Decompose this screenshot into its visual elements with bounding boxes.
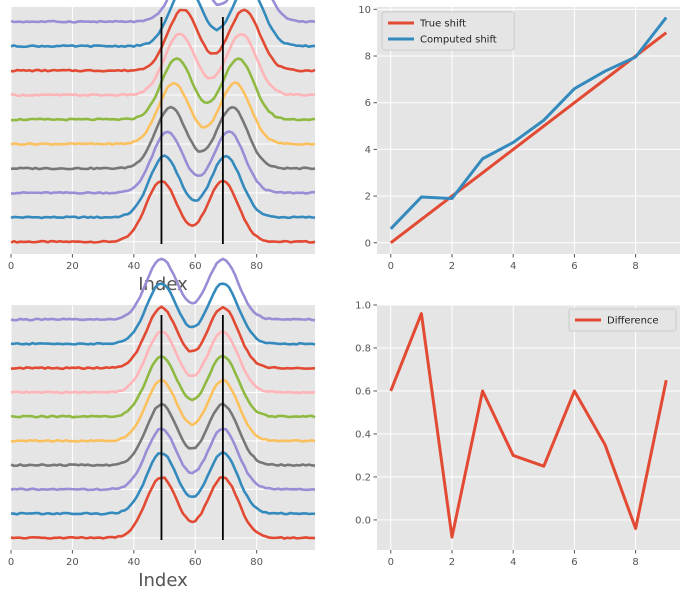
trace-line-0: [10, 475, 316, 540]
trace-line-9: [10, 257, 316, 322]
chart-bottom-right: 0 2 4 6 8 0.0 0.2 0.4 0.6 0.8 1.0 Difference: [355, 301, 680, 568]
y-tick-label: 0: [365, 238, 371, 249]
y-tick-label: 0.2: [355, 472, 371, 483]
trace-line-5: [10, 57, 316, 122]
x-tick-label: 20: [66, 261, 79, 272]
x-tick-label: 0: [8, 261, 14, 272]
series-line-computed-shift: [389, 16, 668, 230]
chart-bottom-left: 0 20 40 60 80 Index: [8, 257, 316, 591]
plot-area: [377, 305, 680, 550]
trace-line-8: [10, 0, 316, 49]
y-tick-label: 4: [365, 145, 371, 156]
legend-box: [568, 308, 677, 332]
x-tick-label: 2: [449, 261, 455, 272]
trace-line-3: [10, 402, 316, 468]
trace-line-4: [10, 81, 316, 146]
y-tick-label: 10: [358, 5, 371, 16]
x-tick-label: 8: [632, 557, 638, 568]
x-tick-label: 60: [189, 261, 202, 272]
trace-line-0: [10, 179, 316, 244]
legend-box: [381, 11, 515, 51]
y-tick-label: 0.4: [355, 429, 371, 440]
trace-line-9: [10, 0, 316, 24]
x-tick-label: 40: [127, 557, 140, 568]
y-tick-label: 2: [365, 192, 371, 203]
trace-line-7: [10, 8, 316, 73]
series-line-true-shift: [389, 31, 668, 244]
trace-line-1: [10, 450, 316, 516]
x-tick-label: 6: [571, 261, 577, 272]
chart-top-right: 0 2 4 6 8 0 2 4 6 8 10 True shift Computed shift: [358, 5, 680, 272]
x-tick-label: 60: [189, 557, 202, 568]
x-tick-label: 0: [388, 261, 394, 272]
legend-label: True shift: [419, 19, 466, 30]
x-tick-label: 4: [510, 261, 516, 272]
x-tick-label: 4: [510, 557, 516, 568]
plot-area: [11, 305, 315, 550]
y-tick-label: 8: [365, 52, 371, 63]
x-tick-label: 80: [250, 261, 263, 272]
legend: True shift Computed shift: [381, 11, 515, 51]
trace-line-2: [10, 427, 316, 492]
legend: Difference: [568, 308, 677, 332]
y-tick-label: 6: [365, 98, 371, 109]
legend-label: Computed shift: [420, 35, 497, 46]
x-tick-label: 40: [127, 261, 140, 272]
legend-label: Difference: [607, 316, 659, 327]
trace-line-8: [11, 282, 316, 346]
x-tick-label: 8: [632, 261, 638, 272]
x-tick-label: 80: [250, 557, 263, 568]
x-tick-label: 20: [66, 557, 79, 568]
trace-line-5: [10, 354, 316, 419]
trace-line-3: [10, 105, 316, 171]
y-tick-label: 0.0: [355, 515, 371, 526]
y-tick-label: 0.6: [355, 386, 371, 397]
x-tick-label: 6: [571, 557, 577, 568]
trace-line-6: [10, 32, 316, 98]
x-tick-label: 0: [388, 557, 394, 568]
y-tick-label: 0.8: [355, 343, 371, 354]
series-line-difference: [389, 312, 668, 539]
trace-line-6: [10, 329, 316, 395]
x-tick-label: 2: [449, 557, 455, 568]
x-tick-label: 0: [8, 557, 14, 568]
trace-line-4: [10, 378, 316, 443]
x-axis-label: Index: [138, 570, 188, 591]
plot-area: [11, 7, 315, 254]
trace-line-1: [10, 154, 316, 220]
trace-line-7: [11, 305, 316, 371]
y-tick-label: 1.0: [355, 301, 371, 312]
trace-line-2: [10, 130, 316, 195]
